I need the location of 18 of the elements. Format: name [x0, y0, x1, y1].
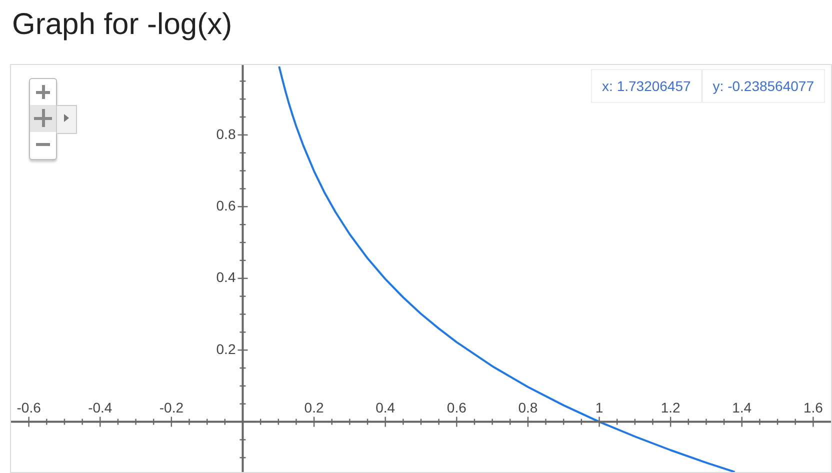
x-tick-label: 1.2	[660, 400, 681, 416]
annotation: y: -0.238564077	[702, 69, 825, 103]
x-tick-label: -0.2	[159, 400, 184, 416]
x-tick-label: 0.2	[304, 400, 324, 416]
x-tick-label: 0.6	[446, 400, 467, 416]
y-tick-label: 0.4	[216, 269, 236, 286]
y-tick-label: 0.6	[216, 198, 236, 214]
x-tick-label: 0.4	[376, 400, 396, 416]
y-tick-label: 0.8	[216, 126, 236, 142]
x-tick-label: 1.4	[732, 400, 752, 416]
y-tick-label: 0.2	[216, 340, 236, 357]
chart-title: Graph for -log(x)	[12, 8, 232, 42]
x-tick-label: -0.4	[88, 400, 112, 416]
x-tick-label: 0.8	[518, 400, 538, 416]
x-tick-label: 1.6	[803, 400, 824, 416]
x-tick-label: 1	[595, 400, 604, 416]
annotation: x: 1.73206457	[591, 69, 702, 103]
x-tick-label: -0.6	[16, 400, 42, 416]
